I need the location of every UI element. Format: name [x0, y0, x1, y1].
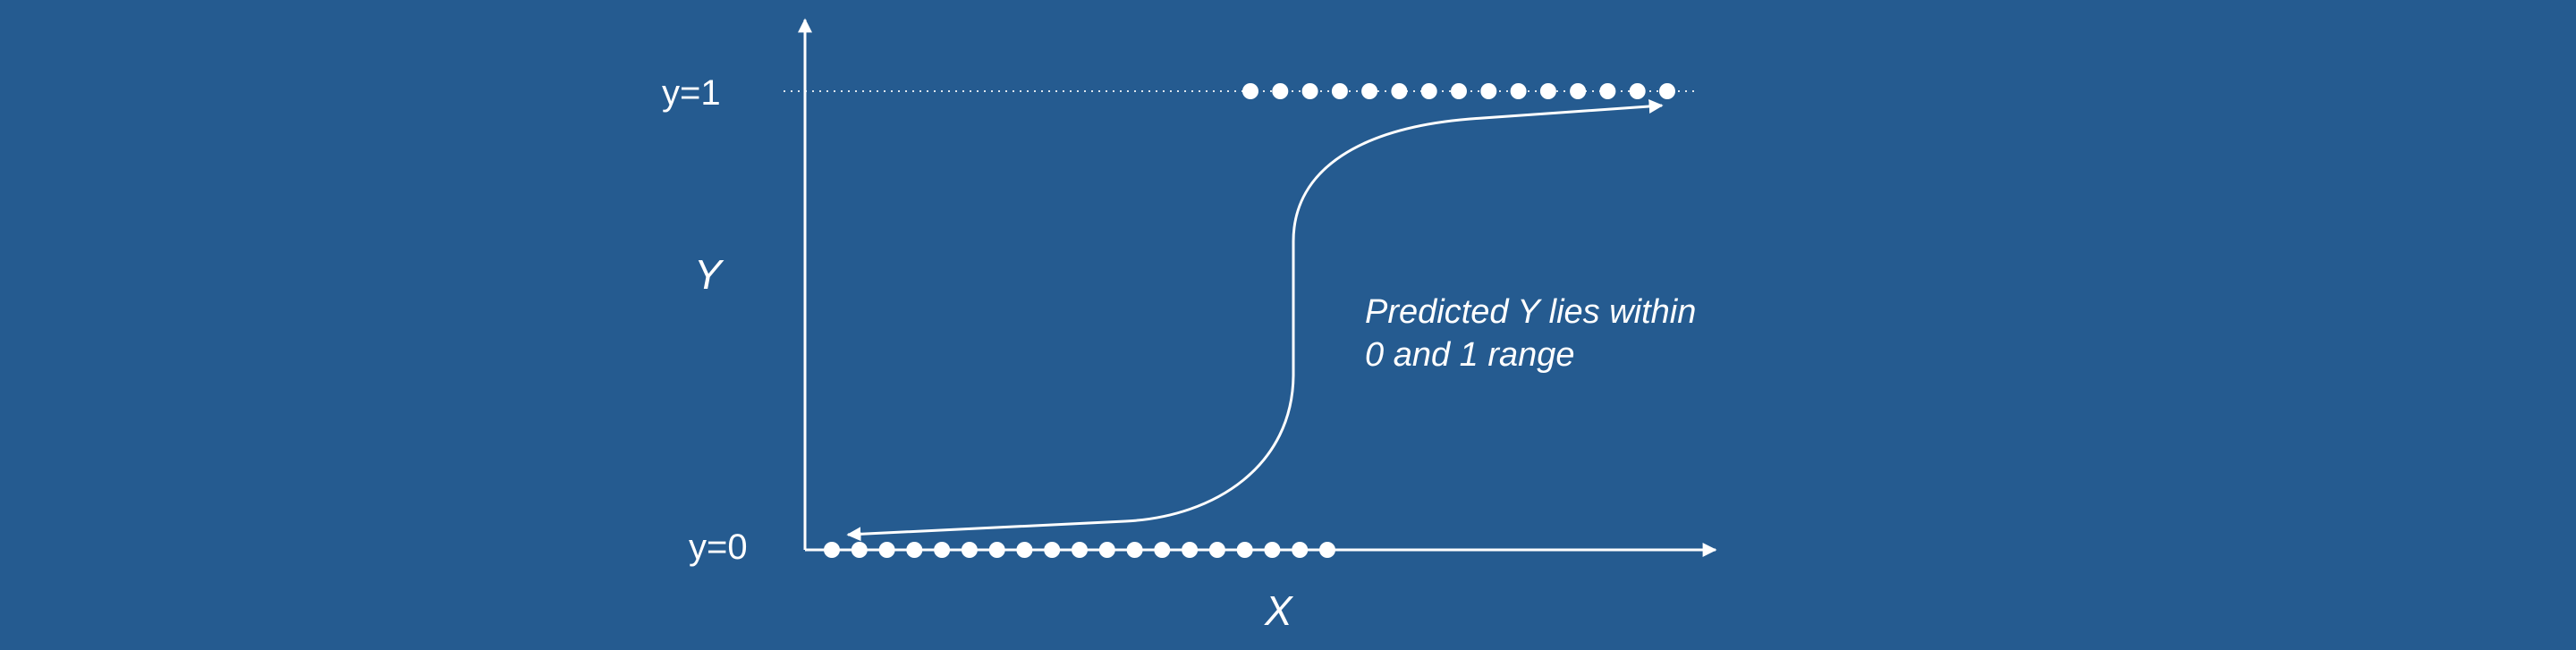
class-0-point — [1098, 542, 1115, 558]
class-0-point — [906, 542, 923, 558]
class-0-points — [824, 542, 1335, 558]
class-0-point — [1072, 542, 1088, 558]
class-1-point — [1629, 83, 1646, 99]
class-0-point — [934, 542, 951, 558]
class-0-point — [851, 542, 868, 558]
class-1-point — [1391, 83, 1408, 99]
annotation-line-2: 0 and 1 range — [1365, 336, 1575, 374]
class-1-point — [1301, 83, 1318, 99]
y-tick-label-0: y=0 — [689, 528, 748, 567]
class-1-point — [1420, 83, 1437, 99]
class-1-point — [1242, 83, 1258, 99]
class-0-point — [1208, 542, 1225, 558]
annotation-line-1: Predicted Y lies within — [1365, 293, 1697, 331]
class-1-point — [1510, 83, 1527, 99]
class-0-point — [824, 542, 840, 558]
class-0-point — [878, 542, 895, 558]
class-0-point — [1292, 542, 1309, 558]
class-1-points — [1242, 83, 1675, 99]
class-1-point — [1361, 83, 1378, 99]
class-1-point — [1480, 83, 1497, 99]
class-1-point — [1451, 83, 1467, 99]
class-0-point — [988, 542, 1005, 558]
class-1-point — [1272, 83, 1289, 99]
sigmoid-curve — [846, 99, 1664, 542]
class-1-point — [1331, 83, 1348, 99]
y-tick-label-1: y=1 — [662, 73, 721, 113]
class-0-point — [1154, 542, 1171, 558]
class-0-point — [961, 542, 978, 558]
class-0-point — [1236, 542, 1253, 558]
class-0-point — [1044, 542, 1061, 558]
class-0-point — [1126, 542, 1143, 558]
x-axis-label: X — [1265, 587, 1292, 634]
class-1-point — [1659, 83, 1675, 99]
y-axis-label: Y — [694, 251, 722, 298]
class-0-point — [1264, 542, 1281, 558]
class-1-point — [1539, 83, 1556, 99]
class-1-point — [1570, 83, 1587, 99]
class-1-point — [1599, 83, 1616, 99]
class-0-point — [1319, 542, 1335, 558]
class-0-point — [1182, 542, 1199, 558]
class-0-point — [1016, 542, 1033, 558]
